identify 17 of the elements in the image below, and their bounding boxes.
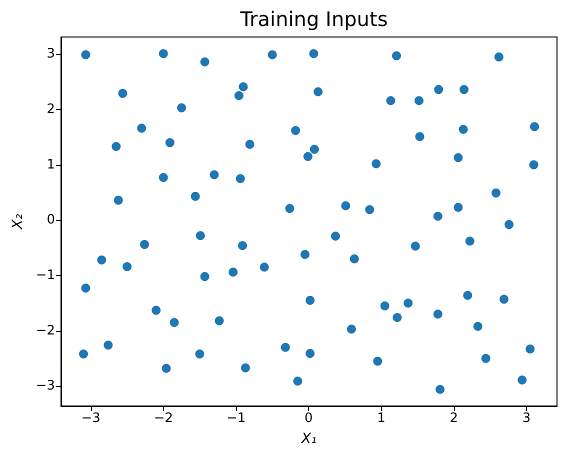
y-tick-label: −1: [36, 268, 55, 283]
y-axis-title: X₂: [10, 214, 26, 230]
x-axis-title: X₁: [300, 431, 317, 447]
y-tick-label: 0: [46, 212, 55, 228]
y-tick-label: 2: [46, 102, 55, 117]
y-tick-label: −3: [36, 378, 55, 394]
x-tick-label: 0: [304, 411, 313, 426]
x-tick-label: −3: [81, 411, 100, 426]
y-tick-label: 1: [46, 157, 55, 172]
x-tick-label: 2: [450, 411, 458, 426]
chart-title: Training Inputs: [239, 7, 388, 31]
y-tick-label: −2: [36, 323, 55, 338]
x-tick-label: 1: [377, 411, 386, 426]
x-tick-label: −2: [154, 411, 173, 426]
x-tick-label: −1: [226, 411, 246, 426]
x-tick-label: 3: [522, 411, 531, 426]
y-tick-label: 3: [46, 46, 55, 62]
